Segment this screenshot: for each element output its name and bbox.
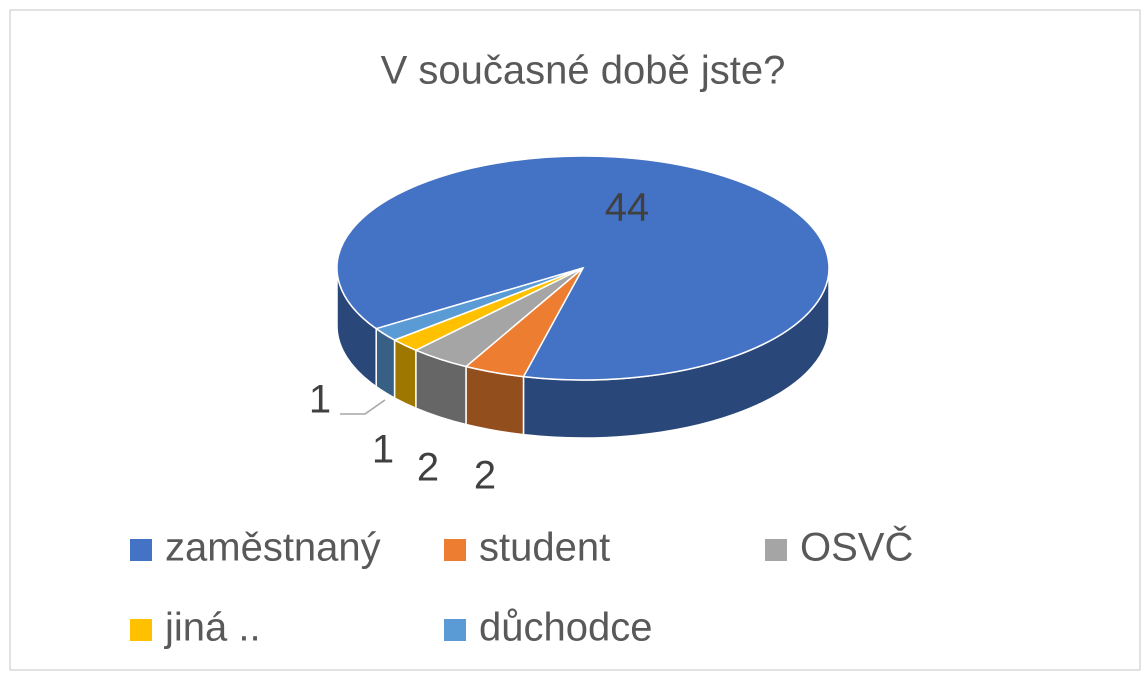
legend-label: důchodce — [479, 606, 652, 650]
leader-line — [340, 399, 386, 415]
data-label: 1 — [372, 428, 394, 472]
legend-swatch — [765, 539, 787, 561]
legend-swatch — [444, 539, 466, 561]
slice-side — [465, 365, 525, 436]
chart-title: V současné době jste? — [381, 49, 786, 93]
legend-swatch — [444, 619, 466, 641]
legend-label: zaměstnaný — [165, 526, 381, 570]
pie-slice — [374, 267, 584, 400]
legend-label: student — [479, 526, 610, 570]
data-label: 1 — [309, 378, 331, 422]
legend-label: OSVČ — [800, 525, 913, 570]
pie-slice — [414, 267, 584, 426]
data-label: 2 — [417, 446, 439, 490]
data-label: 44 — [605, 186, 650, 230]
slice-side — [393, 338, 417, 410]
legend-swatch — [130, 539, 152, 561]
legend-label: jiná .. — [164, 606, 261, 650]
slice-top — [374, 267, 584, 341]
data-label: 2 — [474, 454, 496, 498]
legend-swatch — [130, 619, 152, 641]
